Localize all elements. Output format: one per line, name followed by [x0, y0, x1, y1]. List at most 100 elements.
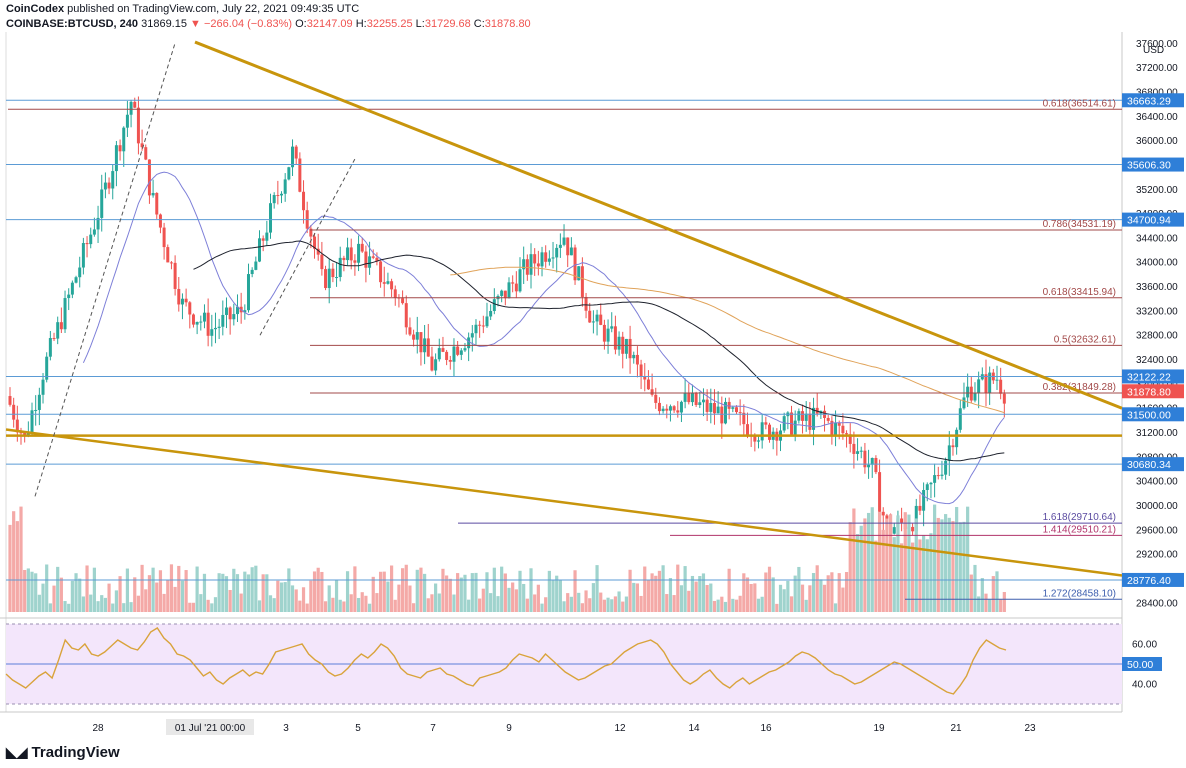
- price-tag-box: [1122, 407, 1184, 422]
- candle-body: [448, 359, 452, 362]
- volume-bar: [610, 599, 614, 612]
- candle-body: [690, 392, 694, 403]
- volume-bar: [177, 565, 181, 612]
- volume-bar: [12, 511, 16, 612]
- volume-bar: [151, 567, 155, 612]
- candle-body: [845, 433, 849, 435]
- volume-bar: [569, 596, 573, 612]
- candle-body: [294, 146, 298, 159]
- volume-bar: [782, 589, 786, 612]
- price-tag-box: [1122, 157, 1184, 172]
- volume-bar: [188, 602, 192, 612]
- candle-body: [199, 321, 203, 323]
- volume-bar: [830, 572, 834, 612]
- candle-body: [676, 410, 680, 413]
- volume-bar: [342, 601, 346, 612]
- candle-body: [441, 348, 445, 352]
- chart-header: CoinCodex published on TradingView.com, …: [6, 2, 531, 32]
- candle-body: [459, 350, 463, 355]
- volume-bar: [973, 564, 977, 612]
- volume-bar: [393, 599, 397, 612]
- last-price: 31869.15: [141, 18, 187, 30]
- candle-body: [246, 274, 250, 311]
- candle-body: [408, 327, 412, 335]
- volume-bar: [136, 595, 141, 612]
- candle-body: [555, 247, 559, 258]
- candle-body: [434, 359, 438, 371]
- volume-bar: [734, 599, 739, 612]
- volume-bar: [606, 597, 610, 612]
- candle-body: [727, 401, 731, 409]
- candle-body: [283, 179, 287, 194]
- volume-bar: [852, 508, 856, 612]
- candle-body: [63, 298, 67, 330]
- candle-body: [768, 424, 772, 440]
- candle-body: [254, 261, 258, 270]
- volume-bar: [646, 580, 651, 612]
- candle-body: [467, 337, 471, 349]
- volume-bar: [815, 565, 819, 612]
- volume-bar: [929, 533, 933, 612]
- open-value: 32147.09: [306, 18, 353, 30]
- volume-bar: [19, 506, 23, 612]
- volume-bar: [63, 601, 67, 612]
- volume-bar: [470, 573, 474, 612]
- volume-bar: [632, 582, 636, 612]
- candle-body: [103, 182, 107, 190]
- price-tag-label: 34700.94: [1127, 215, 1171, 227]
- candle-body: [929, 482, 933, 485]
- volume-bar: [397, 584, 401, 612]
- candle-body: [364, 251, 368, 268]
- candle-body: [562, 237, 566, 245]
- candle-body: [272, 195, 276, 204]
- volume-bar: [602, 599, 606, 612]
- candle-body: [793, 420, 797, 435]
- volume-bar: [118, 576, 122, 612]
- volume-bar: [434, 583, 438, 612]
- candle-body: [635, 354, 639, 365]
- price-tick-label: 36800.00: [1136, 87, 1178, 98]
- candle-body: [37, 394, 41, 410]
- volume-bar: [272, 598, 276, 612]
- volume-bar: [412, 603, 416, 612]
- candle-body: [357, 243, 361, 263]
- volume-bar: [100, 595, 104, 612]
- candle-body: [716, 406, 720, 414]
- volume-bar: [654, 575, 658, 612]
- volume-bar: [650, 573, 654, 612]
- volume-bar: [716, 599, 720, 612]
- candle-body: [195, 321, 199, 325]
- candle-body: [144, 147, 148, 160]
- candle-body: [797, 411, 801, 421]
- volume-bar: [59, 577, 63, 612]
- volume-bar: [224, 576, 229, 612]
- volume-bar: [874, 540, 878, 612]
- volume-bar: [250, 567, 254, 612]
- tradingview-logo[interactable]: ◣◢ TradingView: [6, 744, 120, 761]
- candle-body: [701, 399, 705, 403]
- volume-bar: [349, 594, 353, 612]
- volume-bar: [914, 518, 918, 612]
- volume-bar: [1002, 591, 1006, 612]
- fib-level-label: 0.5(32632.61): [1054, 334, 1116, 345]
- candle-body: [485, 316, 489, 327]
- volume-bar: [995, 571, 999, 612]
- symbol-label[interactable]: COINBASE:BTCUSD, 240: [6, 18, 139, 30]
- candle-body: [412, 334, 416, 340]
- volume-bar: [239, 593, 243, 612]
- candle-body: [261, 238, 265, 241]
- volume-bar: [448, 578, 452, 612]
- volume-bar: [500, 566, 504, 612]
- tradingview-logo-icon: ◣◢: [6, 744, 28, 760]
- candle-body: [507, 282, 511, 299]
- volume-bar: [624, 596, 629, 612]
- candle-body: [78, 267, 82, 278]
- volume-bar: [947, 517, 951, 612]
- candle-body: [922, 490, 926, 511]
- candle-body: [67, 294, 71, 299]
- candle-body: [111, 171, 115, 189]
- candle-body: [602, 324, 606, 342]
- candle-body: [371, 256, 375, 258]
- candle-body: [951, 445, 955, 448]
- price-chart[interactable]: 0.618(36514.61) 0.786(34531.19) 0.618(3341…: [0, 0, 1186, 742]
